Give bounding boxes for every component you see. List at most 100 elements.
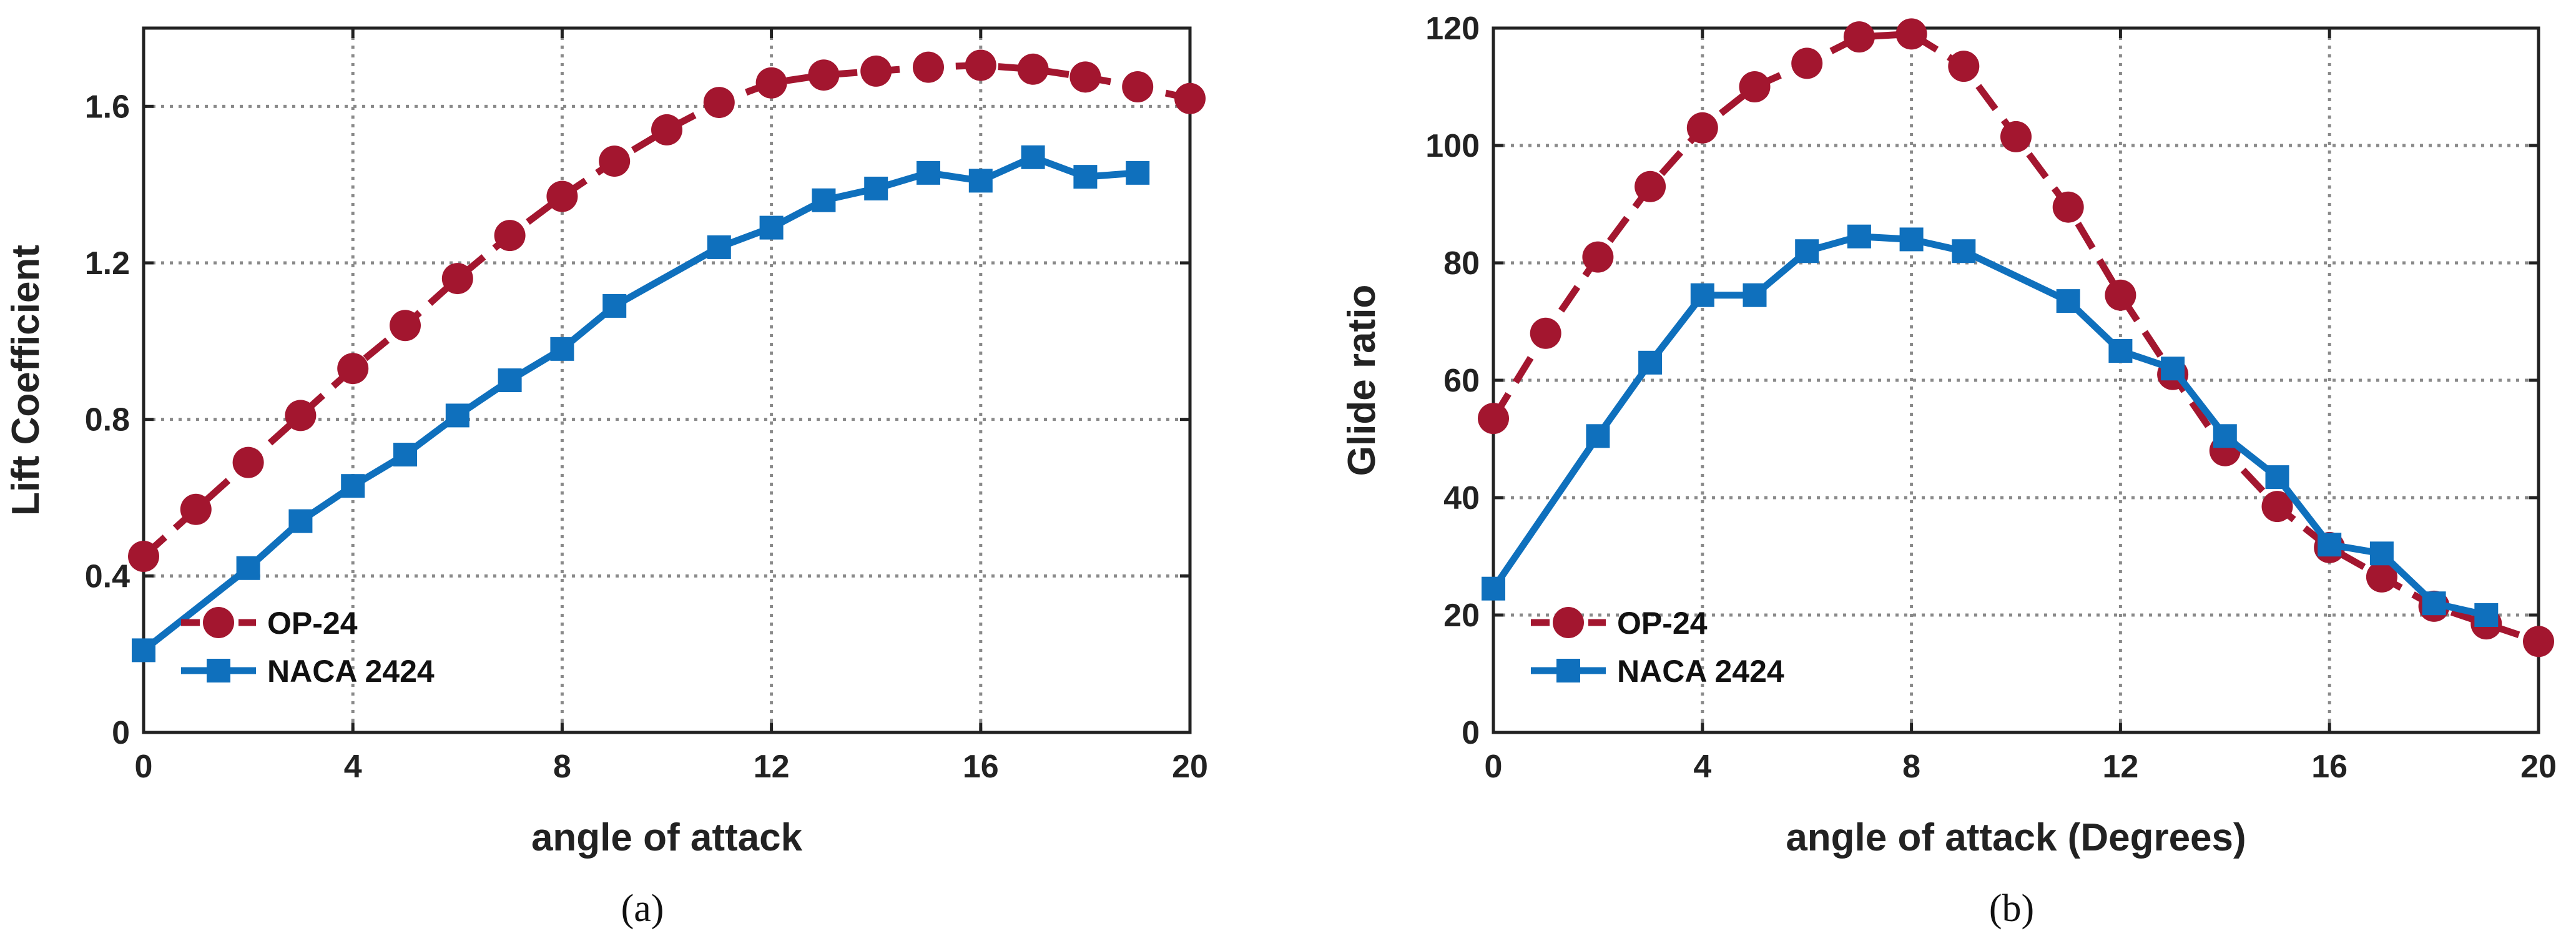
plot-frame <box>142 26 1192 734</box>
naca-2424-point <box>1899 227 1924 252</box>
naca-2424-point <box>2422 591 2446 616</box>
naca-2424-point <box>968 169 993 193</box>
op-24-point <box>1174 82 1206 114</box>
legend-marker-square <box>207 659 230 682</box>
legend-label: NACA 2424 <box>1617 654 1784 689</box>
op-24-point <box>232 446 264 478</box>
x-tick-label: 16 <box>2311 749 2347 785</box>
y-tick-label: 60 <box>1443 363 1480 399</box>
op-24-point <box>755 67 787 99</box>
naca-2424-point <box>1743 283 1767 307</box>
legend-marker-square <box>1556 659 1580 682</box>
naca-2424-point <box>1638 350 1663 375</box>
y-tick-label: 0.8 <box>85 402 130 438</box>
chart-glide-ratio: 0 4 8 12 16 20 0 20 40 60 80 100 120 angle of attack … <box>1340 11 2557 930</box>
x-tick-label: 20 <box>1172 749 1208 785</box>
op-24-point <box>1948 51 1980 82</box>
op-24-point <box>1017 53 1049 85</box>
op-24-point <box>1635 170 1666 202</box>
op-24-point <box>1530 317 1561 349</box>
naca-2424-point <box>812 188 836 212</box>
naca-2424-point <box>2213 424 2237 448</box>
legend-label: OP-24 <box>1617 606 1708 641</box>
naca-2424-point <box>288 509 313 533</box>
op-24-point <box>390 310 421 342</box>
y-axis-label: Lift Coefficient <box>4 245 47 516</box>
naca-2424-point <box>1952 239 1976 264</box>
x-tick-label: 16 <box>963 749 999 785</box>
naca-2424-point <box>2265 465 2289 490</box>
naca-2424-point <box>236 556 260 580</box>
naca-2424-point <box>2108 339 2133 363</box>
op-24-point <box>965 49 996 81</box>
naca-2424-point <box>2161 357 2185 381</box>
op-24-point <box>2105 279 2136 311</box>
legend-label: OP-24 <box>267 606 358 641</box>
op-24-point <box>285 400 317 431</box>
op-24-point <box>2052 191 2084 223</box>
op-24-point <box>546 180 578 212</box>
op-24-point <box>2000 121 2032 152</box>
y-tick-label: 0 <box>1462 715 1480 751</box>
naca-2424-point <box>341 474 365 498</box>
legend-label: NACA 2424 <box>267 654 435 689</box>
op-24-point <box>2523 626 2554 658</box>
op-24-point <box>494 220 526 252</box>
op-24-point <box>1739 71 1771 102</box>
naca-2424-point <box>550 337 574 361</box>
x-tick-label: 4 <box>1693 749 1711 785</box>
op-24-point <box>599 145 631 177</box>
naca-2424-point <box>393 443 417 467</box>
op-24-point <box>441 263 473 295</box>
naca-2424-point <box>1847 224 1871 249</box>
op-24-point <box>180 493 212 525</box>
naca-2424-point <box>1126 160 1150 185</box>
y-tick-label: 120 <box>1425 11 1480 47</box>
y-tick-label: 40 <box>1443 480 1480 516</box>
op-24-point <box>1478 403 1509 435</box>
naca-2424-point <box>445 403 469 428</box>
op-24-point <box>913 51 944 83</box>
y-tick-label: 0 <box>112 715 130 751</box>
x-tick-label: 12 <box>754 749 790 785</box>
naca-2424-point <box>602 293 627 318</box>
op-24-point <box>1686 112 1718 144</box>
y-tick-label: 100 <box>1425 128 1480 164</box>
naca-2424-point <box>917 160 940 185</box>
y-tick-label: 1.6 <box>85 89 130 125</box>
naca-2424-point <box>1021 145 1045 169</box>
op-24-point <box>1069 61 1101 93</box>
x-tick-label: 12 <box>2102 749 2138 785</box>
naca-2424-point <box>2369 541 2394 566</box>
naca-2424-point <box>498 368 522 392</box>
x-axis-label: angle of attack <box>531 816 803 859</box>
op-24-point <box>1895 18 1927 50</box>
naca-2424-point <box>132 638 155 663</box>
naca-2424-point <box>759 215 784 240</box>
naca-2424-point <box>1795 239 1819 264</box>
naca-2424-point <box>1482 576 1505 601</box>
y-tick-label: 20 <box>1443 598 1480 634</box>
op-24-point <box>1122 71 1154 102</box>
chart-caption: (b) <box>1989 887 2034 930</box>
op-24-point <box>1582 241 1614 273</box>
op-24-point <box>128 541 159 572</box>
op-24-point <box>2261 491 2293 523</box>
legend-marker-circle <box>1553 607 1584 638</box>
y-tick-label: 1.2 <box>85 245 130 282</box>
x-tick-label: 20 <box>2520 749 2557 785</box>
x-tick-label: 8 <box>553 749 571 785</box>
x-axis-label: angle of attack (Degrees) <box>1786 816 2246 859</box>
x-tick-label: 4 <box>344 749 362 785</box>
y-tick-label: 0.4 <box>85 558 130 594</box>
op-24-point <box>703 87 735 119</box>
legend-marker-circle <box>203 607 234 638</box>
x-tick-label: 8 <box>1902 749 1920 785</box>
op-24-point <box>2366 561 2397 593</box>
naca-2424-point <box>2056 289 2080 313</box>
op-24-point <box>860 55 892 87</box>
naca-2424-point <box>864 176 888 200</box>
chart-lift-coefficient: 0 4 8 12 16 20 0 0.4 0.8 1.2 1.6 angle of attack Lif… <box>4 26 1208 930</box>
op-24-point <box>337 353 369 385</box>
